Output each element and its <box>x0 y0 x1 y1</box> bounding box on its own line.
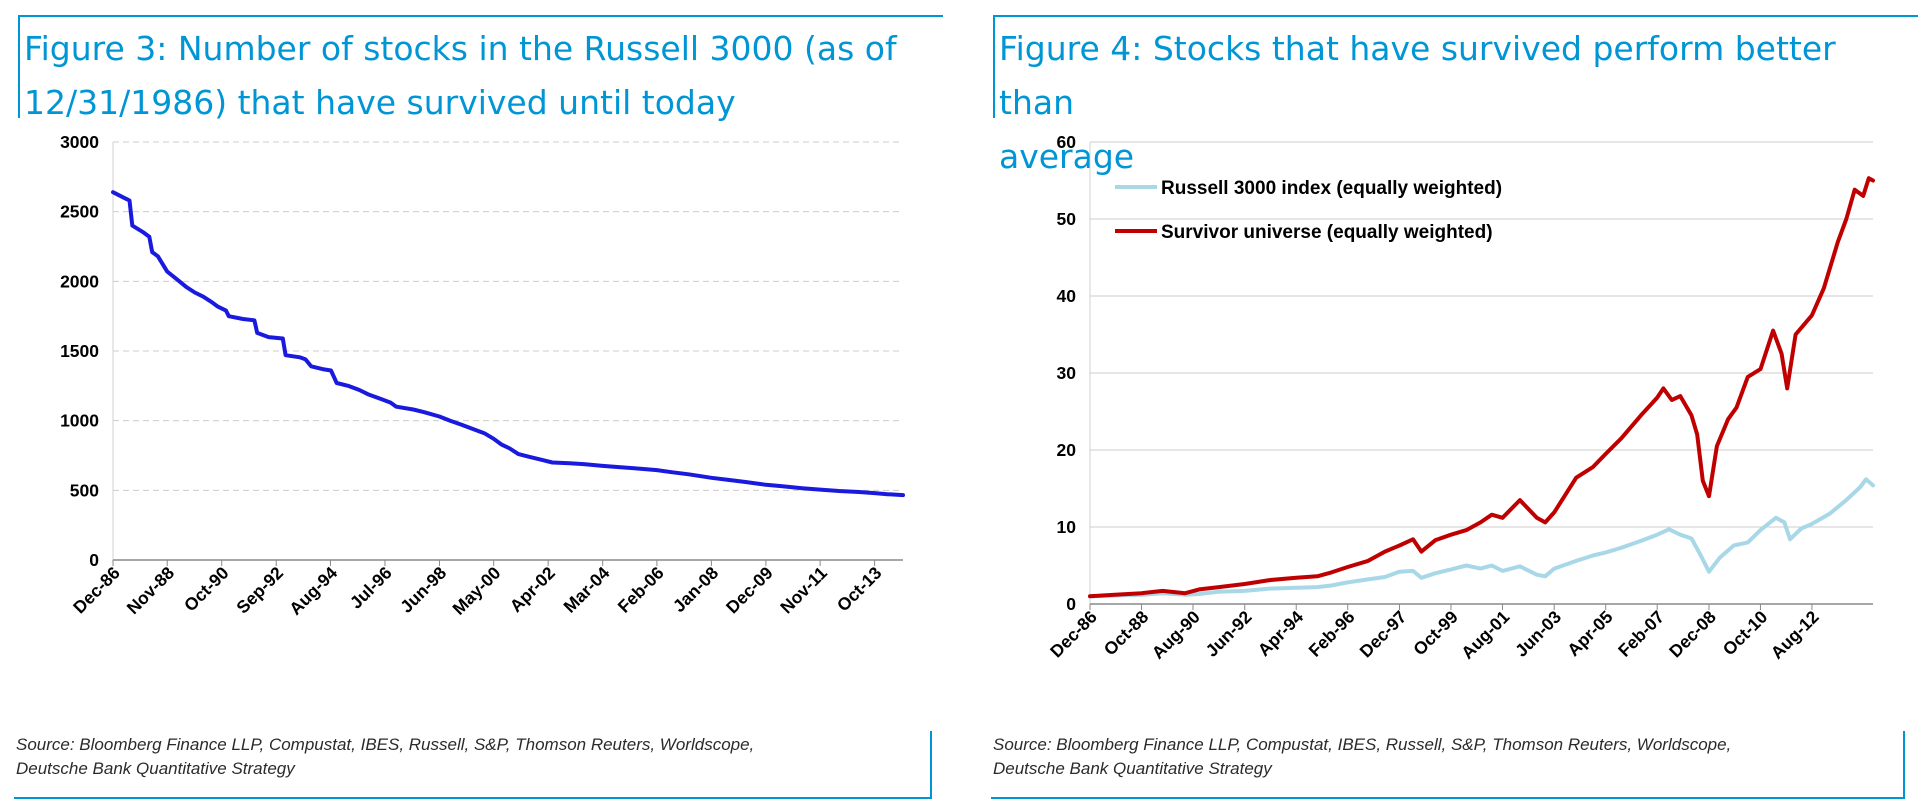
source-line-2: Deutsche Bank Quantitative Strategy <box>16 759 295 778</box>
y-tick-label: 3000 <box>60 132 99 152</box>
x-tick-label: Oct-99 <box>1409 606 1462 659</box>
x-tick-label: Jul-96 <box>346 562 396 612</box>
source-right-rule <box>930 731 932 799</box>
survivor-universe-line <box>1088 176 1875 599</box>
y-tick-label: 2500 <box>60 202 99 222</box>
x-tick-label: Dec-97 <box>1356 607 1411 662</box>
performance-chart: 0102030405060Dec-86Oct-88Aug-90Jun-92Apr… <box>1046 132 1875 663</box>
x-tick-label: Nov-88 <box>123 563 179 619</box>
x-tick-label: Dec-08 <box>1665 607 1720 662</box>
figure-4-panel: Figure 4: Stocks that have survived perf… <box>985 0 1920 812</box>
figure-title-line-2: average <box>999 137 1135 176</box>
x-tick-label: Dec-86 <box>69 563 124 618</box>
x-tick-label: May-00 <box>448 563 504 619</box>
bottom-rule <box>991 797 1905 799</box>
y-tick-label: 10 <box>1057 517 1077 537</box>
figure-title-line-1: Figure 3: Number of stocks in the Russel… <box>24 29 897 68</box>
x-tick-label: Oct-13 <box>833 562 886 615</box>
x-tick-label: Dec-86 <box>1046 607 1101 662</box>
x-tick-label: Feb-06 <box>614 562 668 616</box>
figure-title: Figure 3: Number of stocks in the Russel… <box>24 22 924 130</box>
y-tick-label: 2000 <box>60 271 99 291</box>
x-tick-label: Oct-90 <box>180 562 233 615</box>
legend-label: Russell 3000 index (equally weighted) <box>1161 178 1502 199</box>
x-tick-label: Mar-04 <box>559 563 613 617</box>
russell-3000-line <box>1088 477 1875 599</box>
bottom-rule <box>14 797 932 799</box>
x-tick-label: Aug-90 <box>1148 606 1204 662</box>
x-tick-label: Oct-10 <box>1719 606 1772 659</box>
x-tick-label: Aug-94 <box>285 562 341 618</box>
top-rule <box>18 15 943 17</box>
figure-title-line-2: 12/31/1986) that have survived until tod… <box>24 83 736 122</box>
source-line-1: Source: Bloomberg Finance LLP, Compustat… <box>993 735 1732 754</box>
y-tick-label: 0 <box>89 550 99 570</box>
y-tick-label: 60 <box>1057 132 1077 152</box>
title-left-rule <box>18 15 20 118</box>
x-tick-label: Jun-98 <box>396 562 450 616</box>
x-tick-label: Jun-92 <box>1202 606 1256 660</box>
y-tick-label: 30 <box>1057 363 1077 383</box>
figure-title-line-1: Figure 4: Stocks that have survived perf… <box>999 29 1836 122</box>
y-tick-label: 40 <box>1057 286 1077 306</box>
x-tick-label: Sep-92 <box>232 562 287 617</box>
x-tick-label: Nov-11 <box>776 562 831 617</box>
x-tick-label: Jan-08 <box>669 563 723 617</box>
survivor-count-line <box>111 190 905 498</box>
top-rule <box>993 15 1918 17</box>
x-tick-label: Aug-01 <box>1457 606 1513 662</box>
source-line-2: Deutsche Bank Quantitative Strategy <box>993 759 1272 778</box>
x-tick-label: Oct-88 <box>1100 606 1153 659</box>
x-tick-label: Apr-05 <box>1563 607 1617 661</box>
source-note: Source: Bloomberg Finance LLP, Compustat… <box>993 733 1893 781</box>
x-tick-label: Feb-07 <box>1614 607 1668 661</box>
figure-title: Figure 4: Stocks that have survived perf… <box>999 22 1899 184</box>
y-tick-label: 1500 <box>60 341 99 361</box>
figure-3-panel: Figure 3: Number of stocks in the Russel… <box>0 0 945 812</box>
source-note: Source: Bloomberg Finance LLP, Compustat… <box>16 733 916 781</box>
title-left-rule <box>993 15 995 118</box>
x-tick-label: Feb-96 <box>1305 606 1359 660</box>
source-right-rule <box>1903 731 1905 799</box>
y-tick-label: 20 <box>1057 440 1077 460</box>
x-tick-label: Apr-02 <box>506 563 560 617</box>
x-tick-label: Apr-94 <box>1254 607 1308 661</box>
x-tick-label: Dec-09 <box>722 563 777 618</box>
x-tick-label: Aug-12 <box>1767 606 1823 662</box>
x-tick-label: Jun-03 <box>1511 606 1565 660</box>
y-tick-label: 1000 <box>60 411 99 431</box>
source-line-1: Source: Bloomberg Finance LLP, Compustat… <box>16 735 755 754</box>
legend-label: Survivor universe (equally weighted) <box>1161 222 1493 243</box>
y-tick-label: 50 <box>1057 209 1077 229</box>
y-tick-label: 0 <box>1066 594 1076 614</box>
y-tick-label: 500 <box>70 480 99 500</box>
